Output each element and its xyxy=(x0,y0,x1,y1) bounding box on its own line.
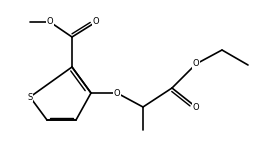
Text: O: O xyxy=(193,59,199,69)
Text: O: O xyxy=(114,89,120,97)
Text: O: O xyxy=(47,17,53,27)
Text: S: S xyxy=(27,93,33,101)
Text: O: O xyxy=(93,17,99,27)
Text: O: O xyxy=(193,103,199,111)
